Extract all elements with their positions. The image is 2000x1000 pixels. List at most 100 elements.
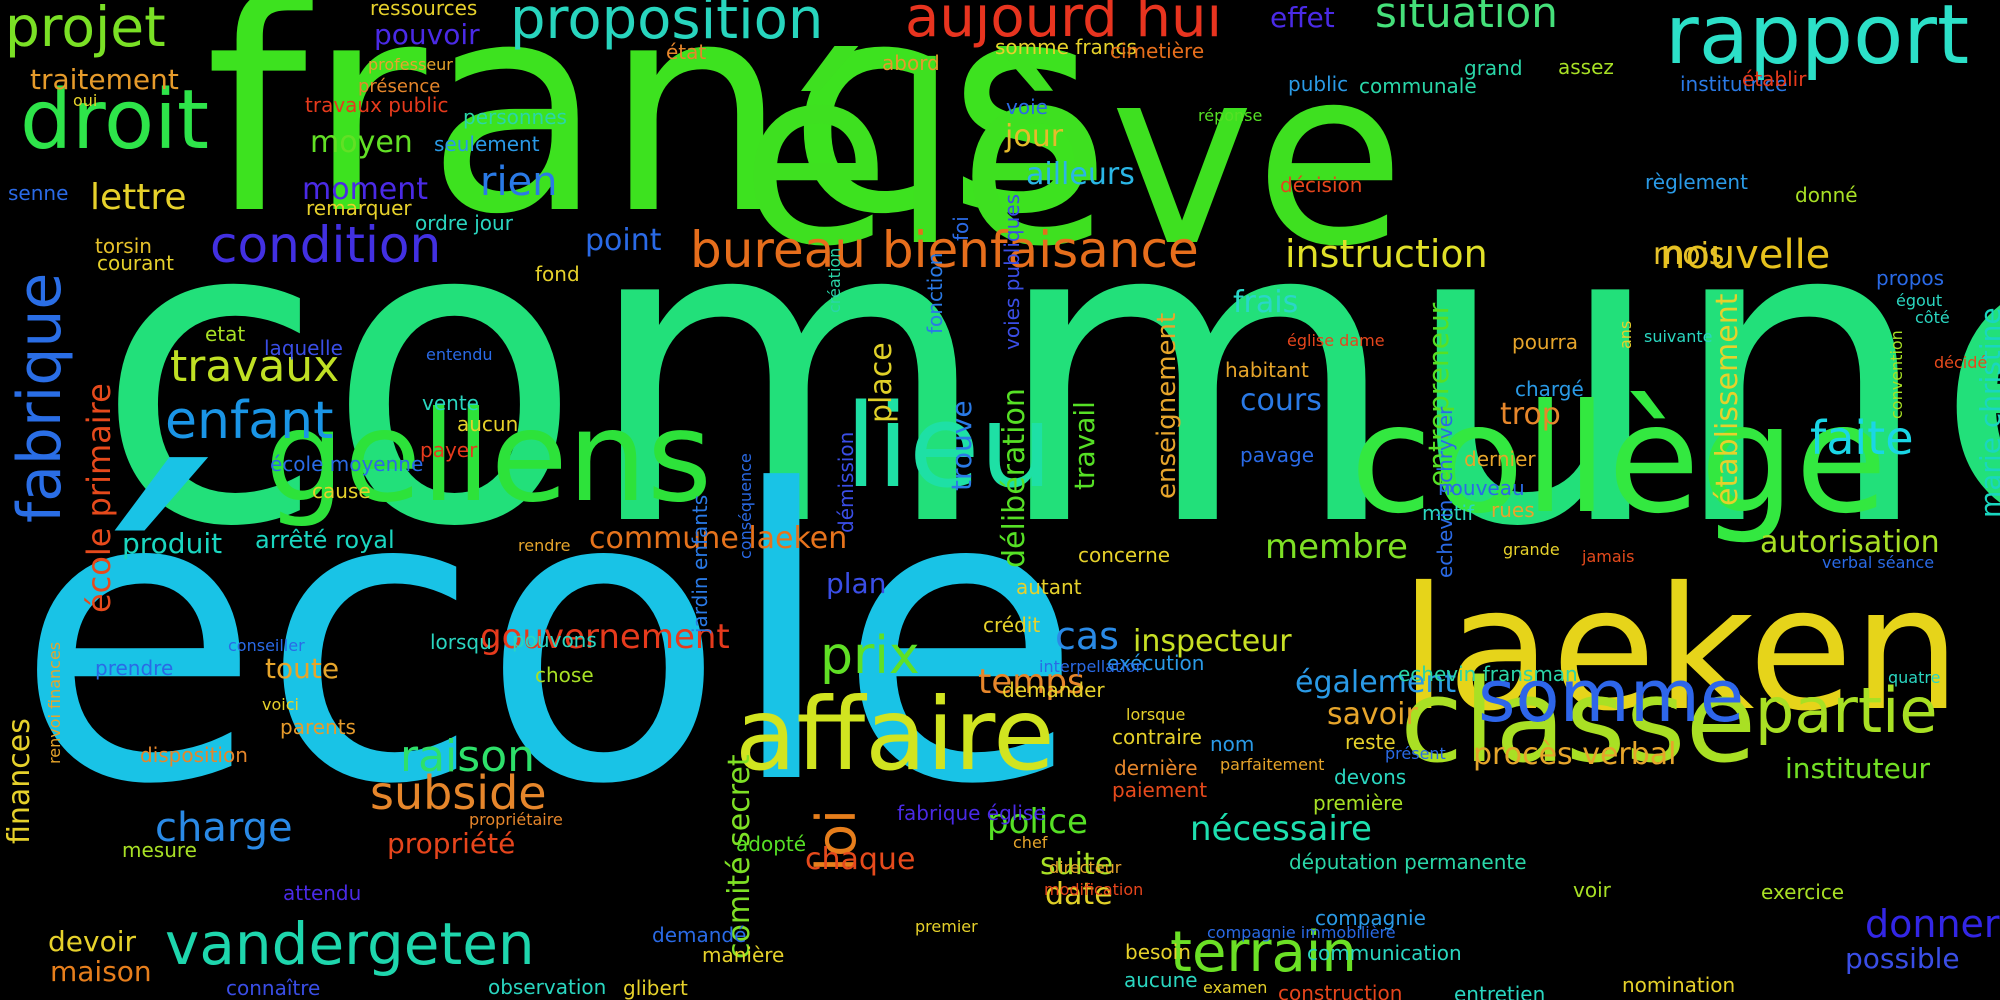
word-habitant: habitant	[1225, 358, 1309, 382]
word-nomination: nomination	[1622, 973, 1736, 997]
word-demander: demander	[1002, 678, 1105, 702]
word-consequence: conséquence	[736, 453, 755, 559]
word-cas: cas	[1055, 614, 1119, 658]
word-droit: droit	[20, 73, 210, 168]
word-maniere: manière	[702, 943, 785, 967]
word-demande: demandé	[652, 923, 747, 947]
word-foi: foi	[949, 216, 973, 241]
word-grande: grande	[1503, 540, 1560, 559]
word-moment: moment	[302, 172, 429, 207]
word-travaux-public: travaux public	[305, 93, 449, 117]
word-somme-francs: somme francs	[995, 35, 1137, 59]
word-ordre-jour: ordre jour	[415, 211, 513, 235]
word-directeur: directeur	[1049, 858, 1122, 877]
word-institutrice: institutrice	[1680, 72, 1788, 96]
word-pourra: pourra	[1512, 330, 1578, 354]
word-subside: subside	[370, 766, 547, 820]
word-travail: travail	[1068, 401, 1101, 490]
word-lorsqu: lorsqu	[430, 630, 492, 654]
word-contraire: contraire	[1112, 725, 1202, 749]
word-public: public	[1288, 72, 1349, 96]
word-donner: donner	[1865, 902, 2000, 946]
word-connaitre: connaître	[226, 976, 321, 1000]
word-devoir: devoir	[48, 925, 136, 958]
word-abord: abord	[882, 51, 940, 75]
word-maison: maison	[50, 955, 152, 988]
word-donne: donné	[1795, 183, 1858, 207]
word-voies-publiques: voies publiques	[1000, 194, 1024, 350]
word-etablir: établir	[1742, 67, 1807, 91]
word-parents: parents	[280, 715, 356, 739]
word-parfaitement: parfaitement	[1220, 755, 1325, 774]
word-compagnie: compagnie	[1315, 906, 1426, 930]
word-presence: présence	[358, 76, 441, 97]
word-eleve: élève	[740, 15, 1406, 300]
word-temps: temps	[978, 662, 1085, 702]
word-present: présent	[1385, 744, 1446, 763]
word-etat: etat	[205, 322, 246, 346]
word-ans: ans	[1616, 320, 1635, 349]
word-voie: voie	[1006, 95, 1048, 119]
word-decision: décision	[1280, 173, 1363, 197]
word-proprietaire: propriétaire	[469, 810, 563, 829]
word-fabrique: fabrique	[5, 272, 75, 523]
word-gellens: gellens	[265, 385, 712, 530]
word-police: police	[987, 802, 1088, 842]
word-bureau-bienfaisance: bureau bienfaisance	[690, 221, 1199, 279]
word-frais: frais	[1233, 285, 1299, 320]
word-modification: modification	[1044, 880, 1144, 899]
word-aucune: aucune	[1124, 968, 1198, 992]
word-pouvons: pouvons	[512, 628, 597, 652]
word-trop: trop	[1500, 397, 1561, 432]
word-autant: autant	[1016, 575, 1082, 599]
word-paiement: paiement	[1112, 778, 1208, 802]
word-produit: produit	[122, 527, 223, 560]
word-charge: charge	[155, 805, 293, 851]
word-credit: crédit	[983, 613, 1041, 637]
word-cours: cours	[1240, 383, 1322, 418]
word-quatre: quatre	[1888, 668, 1941, 687]
word-deputation-permanente: députation permanente	[1289, 850, 1527, 874]
word-situation: situation	[1375, 0, 1558, 37]
word-egalement: également	[1295, 665, 1457, 700]
word-examen: examen	[1203, 978, 1268, 997]
word-terrain: terrain	[1170, 920, 1357, 985]
word-voici: voici	[262, 695, 299, 714]
word-cause: cause	[312, 479, 371, 503]
word-place: place	[864, 342, 899, 423]
word-necessaire: nécessaire	[1190, 809, 1372, 849]
word-instruction: instruction	[1285, 232, 1488, 276]
word-somme: somme	[1478, 654, 1745, 738]
word-reglement: règlement	[1645, 170, 1748, 194]
word-proces-verbal: procès verbal	[1473, 737, 1677, 772]
word-deliberation: délibération	[997, 388, 1032, 568]
word-premier: premier	[915, 917, 978, 936]
word-vente: vente	[422, 391, 479, 415]
word-chose: chose	[535, 663, 594, 687]
word-aucun: aucun	[457, 412, 519, 436]
word-ecole-primaire: école primaire	[80, 383, 118, 613]
word-rien: rien	[480, 159, 558, 205]
word-affaire: affaire	[735, 676, 1055, 793]
word-observation: observation	[488, 975, 607, 999]
word-reste: reste	[1345, 730, 1396, 754]
word-gouvernement: gouvernement	[480, 617, 730, 657]
word-toute: toute	[265, 652, 340, 685]
word-moyen: moyen	[310, 125, 413, 160]
word-courant: courant	[97, 251, 174, 275]
word-devons: devons	[1334, 765, 1407, 789]
word-mesure: mesure	[122, 838, 197, 862]
word-oui: oui	[73, 91, 98, 110]
word-compagnie-immobiliere: compagnie immobilière	[1207, 923, 1396, 942]
word-adopte: adopté	[736, 832, 807, 856]
word-creation: création	[825, 247, 844, 313]
word-glibert: glibert	[623, 976, 688, 1000]
word-pouvoir: pouvoir	[374, 18, 480, 51]
word-jour: jour	[1005, 119, 1064, 154]
word-demission: démission	[834, 431, 858, 533]
word-lorsque: lorsque	[1126, 705, 1186, 724]
word-execution: exécution	[1107, 651, 1205, 675]
word-faite: faite	[1810, 411, 1914, 465]
word-suivante: suivante	[1644, 327, 1713, 346]
